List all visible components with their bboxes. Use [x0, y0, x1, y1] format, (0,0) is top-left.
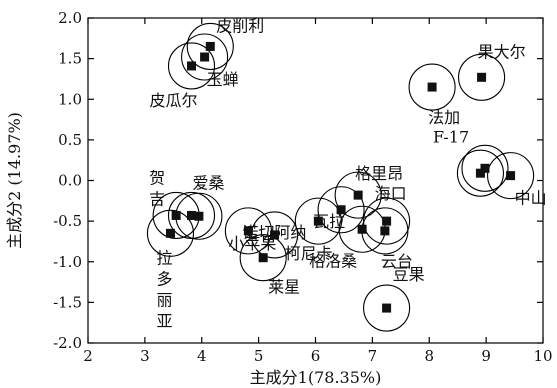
data-point [205, 41, 215, 51]
data-point [187, 210, 197, 220]
x-tick-label: 7 [368, 347, 378, 365]
point-ring [167, 42, 216, 90]
data-point [336, 205, 346, 215]
point-rings [146, 22, 535, 332]
y-tick-label: -1.0 [53, 253, 82, 271]
y-tick-label: -0.5 [53, 212, 82, 230]
point-label: 中山 [515, 189, 547, 208]
data-point [506, 171, 516, 181]
x-tick-label: 3 [140, 347, 150, 365]
point-label: 豆果 [393, 265, 425, 284]
x-tick-label: 2 [83, 347, 93, 365]
point-label: 法加 [428, 108, 460, 127]
x-tick-label: 9 [481, 347, 491, 365]
point-label: 玉蝉 [207, 70, 239, 89]
point-label: 云台 [381, 252, 413, 271]
axes: 2 3 4 5 6 7 8 9 10 2.0 1.5 1.0 0.5 0.0 -0.5 -1.0 -1.5 -2.… [53, 9, 552, 365]
point-label-char: 多 [156, 269, 172, 288]
data-point [427, 82, 437, 92]
point-label: 爱桑 [193, 173, 225, 192]
x-tick-label: 10 [533, 347, 552, 365]
point-label: 诺切阿纳 [242, 223, 306, 242]
point-label-char: 贺 [149, 168, 165, 187]
point-ring [456, 149, 504, 197]
x-axis-title: 主成分1(78.35%) [250, 368, 382, 387]
data-point [165, 228, 175, 238]
point-ring [458, 53, 506, 101]
point-label: F-17 [433, 127, 469, 146]
point-label: 皮瓜尔 [150, 91, 198, 110]
data-point [475, 168, 485, 178]
point-label: 小苹果 [228, 234, 276, 253]
point-label: 格洛桑 [309, 251, 357, 270]
point-label-char: 吉 [149, 189, 165, 208]
x-tick-label: 5 [254, 347, 264, 365]
data-point [382, 216, 392, 226]
data-point [313, 216, 323, 226]
data-point [357, 224, 367, 234]
data-point [200, 52, 210, 62]
point-ring [317, 186, 365, 234]
data-point [187, 61, 197, 71]
point-ring [363, 284, 411, 332]
point-label: 莱星 [268, 278, 300, 297]
point-label-char: 丽 [156, 290, 172, 309]
point-label: 海口 [375, 184, 407, 203]
point-ring [239, 234, 287, 282]
point-ring [294, 197, 342, 245]
point-label: 果大尔 [478, 42, 526, 61]
x-tick-label: 4 [197, 347, 207, 365]
point-ring [334, 171, 382, 219]
point-label-char: 拉 [156, 248, 172, 267]
x-tick-label: 8 [424, 347, 434, 365]
y-tick-label: 0.5 [58, 131, 82, 149]
point-ring [186, 22, 234, 70]
point-ring [461, 144, 509, 192]
y-tick-label: 1.5 [58, 50, 82, 68]
y-axis-title: 主成分2 (14.97%) [5, 112, 24, 249]
point-label: 格里昂 [355, 164, 403, 183]
data-point [382, 303, 392, 313]
point-ring [487, 152, 535, 200]
y-tick-label: -1.5 [53, 293, 82, 311]
data-point [243, 226, 253, 236]
point-label-char: 亚 [156, 311, 172, 330]
data-point [270, 230, 280, 240]
y-tick-label: 1.0 [58, 90, 82, 108]
data-point [353, 190, 363, 200]
point-label: 皮削利 [216, 16, 264, 35]
point-ring [146, 209, 195, 257]
y-tick-label: 0.0 [58, 172, 82, 190]
data-point [480, 163, 490, 173]
y-tick-label: -2.0 [53, 334, 82, 352]
point-ring [408, 63, 456, 111]
x-tick-label: 6 [311, 347, 321, 365]
point-ring [181, 33, 229, 81]
data-point [258, 253, 268, 263]
point-markers [165, 41, 516, 313]
y-tick-label: 2.0 [58, 9, 82, 27]
data-point [194, 211, 204, 221]
point-label: 柯尼卡 [285, 244, 333, 263]
data-point [477, 72, 487, 82]
data-point [380, 226, 390, 236]
data-point [171, 210, 181, 220]
point-label: 瓦拉 [313, 212, 345, 231]
